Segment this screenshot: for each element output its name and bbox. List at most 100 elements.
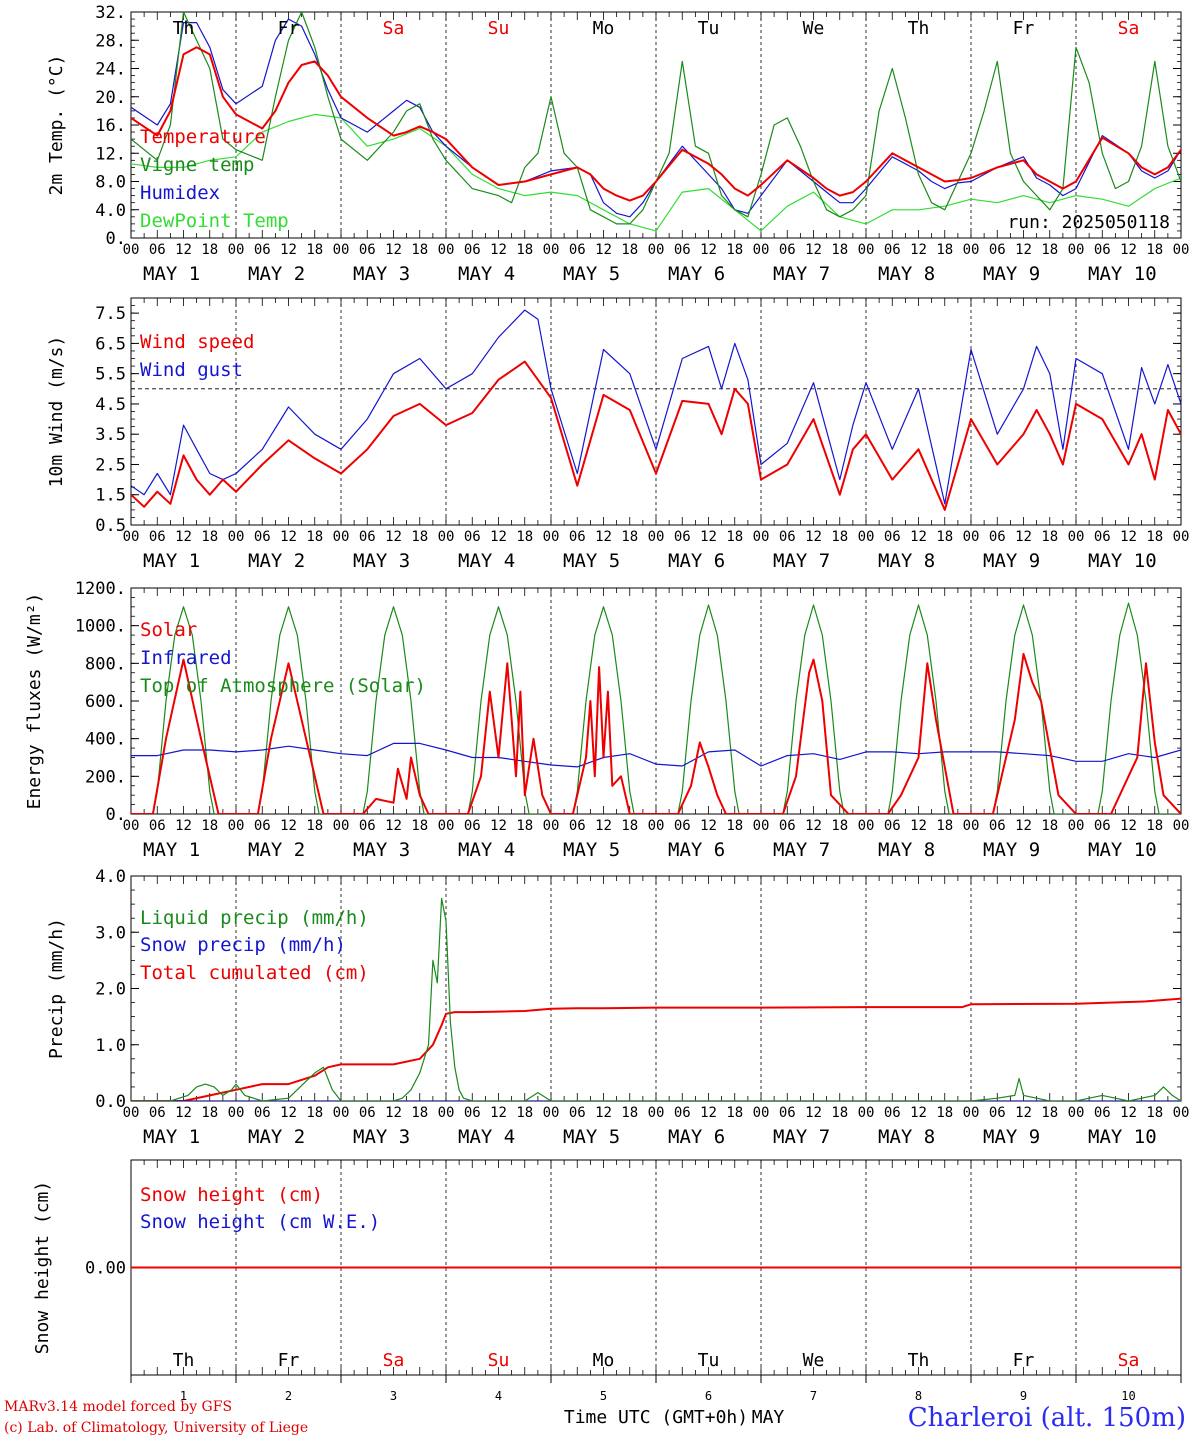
- hour-tick-label: 12: [1015, 818, 1032, 834]
- hour-tick-label: 06: [149, 242, 166, 258]
- y-tick-label: 32.: [95, 3, 126, 23]
- date-label: MAY 8: [878, 1126, 935, 1148]
- hour-tick-label: 18: [1146, 1105, 1163, 1121]
- hour-tick-label: 18: [1041, 529, 1058, 545]
- hour-tick-label: 00: [333, 242, 350, 258]
- day-number-label: 9: [1020, 1389, 1027, 1403]
- hour-tick-label: 18: [831, 818, 848, 834]
- series-group: [131, 12, 1181, 232]
- legend-entry: Wind gust: [140, 359, 243, 381]
- hour-tick-label: 12: [805, 1105, 822, 1121]
- hour-tick-label: 06: [1094, 818, 1111, 834]
- hour-tick-label: 18: [1146, 818, 1163, 834]
- date-label: MAY 6: [668, 550, 725, 572]
- hour-tick-label: 06: [674, 242, 691, 258]
- hour-tick-label: 00: [123, 242, 140, 258]
- hour-tick-label: 00: [753, 242, 770, 258]
- hour-tick-label: 12: [385, 242, 402, 258]
- date-label: MAY 10: [1088, 263, 1157, 285]
- hour-tick-label: 18: [411, 1105, 428, 1121]
- panel-2: 0.5 1.5 2.5 3.5 4.5 5.5 6.5 7.5 10m Wind (m/s) Wi…: [46, 297, 1190, 572]
- hour-tick-label: 00: [963, 529, 980, 545]
- series-total-cumulated-cm-: [131, 997, 1181, 1101]
- y-axis-label: Snow height (cm): [32, 1181, 53, 1354]
- hour-tick-label: 06: [779, 529, 796, 545]
- day-number-label: 7: [810, 1389, 817, 1403]
- hour-tick-label: 18: [411, 529, 428, 545]
- day-of-week-label: Fr: [278, 18, 300, 39]
- hour-tick-label: 00: [858, 529, 875, 545]
- date-label: MAY 3: [353, 550, 410, 572]
- day-of-week-label: Su: [488, 18, 510, 39]
- y-tick-label: 2.5: [95, 455, 126, 475]
- hour-tick-label: 12: [1120, 1105, 1137, 1121]
- y-tick-label: 16.: [95, 116, 126, 136]
- date-label: MAY 5: [563, 1126, 620, 1148]
- hour-tick-label: 12: [910, 529, 927, 545]
- hour-tick-label: 18: [306, 529, 323, 545]
- hour-tick-label: 18: [621, 818, 638, 834]
- date-label: MAY 6: [668, 263, 725, 285]
- hour-tick-label: 12: [385, 529, 402, 545]
- date-label: MAY 8: [878, 263, 935, 285]
- hour-tick-label: 00: [123, 1105, 140, 1121]
- hour-tick-label: 00: [438, 242, 455, 258]
- legend-entry: Snow precip (mm/h): [140, 934, 346, 956]
- date-label: MAY 7: [773, 1126, 830, 1148]
- hour-tick-label: 06: [884, 242, 901, 258]
- date-label: MAY 5: [563, 263, 620, 285]
- hour-tick-label: 06: [254, 818, 271, 834]
- hour-tick-label: 00: [438, 1105, 455, 1121]
- hour-tick-label: 06: [359, 818, 376, 834]
- hour-tick-label: 12: [1120, 242, 1137, 258]
- hour-tick-label: 00: [858, 242, 875, 258]
- hour-tick-label: 00: [543, 242, 560, 258]
- hour-tick-label: 18: [1146, 242, 1163, 258]
- date-label: MAY 1: [143, 839, 200, 861]
- hour-tick-label: 06: [359, 529, 376, 545]
- panel-4: 0.0 1.0 2.0 3.0 4.0 Precip (mm/h) Liquid preci…: [46, 867, 1189, 1148]
- day-of-week-label: Th: [908, 18, 930, 39]
- day-of-week-label: Sa: [1118, 1350, 1140, 1371]
- hour-tick-label: 06: [779, 242, 796, 258]
- date-label: MAY 9: [983, 263, 1040, 285]
- y-tick-label: 24.: [95, 60, 126, 80]
- hour-tick-label: 18: [726, 1105, 743, 1121]
- series-group: [131, 602, 1181, 814]
- station-title: Charleroi (alt. 150m): [907, 1403, 1186, 1433]
- hour-tick-label: 06: [464, 1105, 481, 1121]
- y-tick-label: 12.: [95, 144, 126, 164]
- hour-tick-label: 06: [989, 818, 1006, 834]
- hour-tick-label: 18: [936, 242, 953, 258]
- hour-tick-label: 06: [884, 818, 901, 834]
- hour-tick-label: 12: [1120, 529, 1137, 545]
- day-of-week-label: Mo: [593, 1350, 615, 1371]
- y-tick-label: 8.0: [95, 173, 126, 193]
- hour-tick-label: 06: [1094, 1105, 1111, 1121]
- hour-tick-label: 18: [936, 529, 953, 545]
- hour-tick-label: 18: [831, 242, 848, 258]
- y-axis-label: 10m Wind (m/s): [46, 336, 67, 488]
- hour-tick-label: 00: [123, 529, 140, 545]
- hour-tick-label: 12: [1015, 529, 1032, 545]
- series-infrared: [131, 742, 1181, 768]
- hour-tick-label: 06: [464, 818, 481, 834]
- date-label: MAY 10: [1088, 1126, 1157, 1148]
- hour-tick-label: 06: [1094, 529, 1111, 545]
- hour-tick-label: 00: [1173, 529, 1190, 545]
- day-of-week-label: We: [803, 1350, 825, 1371]
- hour-tick-label: 18: [621, 529, 638, 545]
- y-tick-label: 20.: [95, 88, 126, 108]
- day-of-week-label: Tu: [698, 1350, 720, 1371]
- hour-tick-label: 12: [280, 529, 297, 545]
- y-tick-label: 5.5: [95, 365, 126, 385]
- series-wind-speed: [131, 360, 1181, 511]
- y-axis-label: Precip (mm/h): [46, 918, 67, 1059]
- y-tick-label: 0.: [106, 805, 126, 825]
- day-of-week-label: Fr: [1013, 18, 1035, 39]
- hour-tick-label: 00: [1173, 818, 1190, 834]
- hour-tick-label: 00: [753, 1105, 770, 1121]
- hour-tick-label: 18: [1146, 529, 1163, 545]
- day-of-week-label: Mo: [593, 18, 615, 39]
